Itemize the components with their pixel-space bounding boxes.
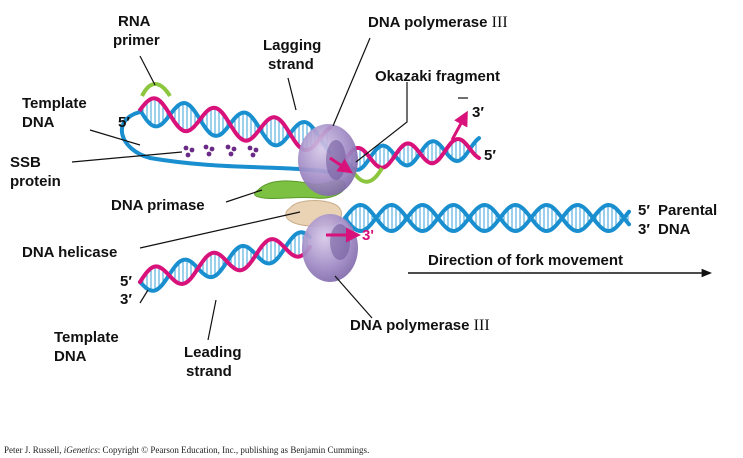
rna-primer-label: RNA primer	[113, 13, 160, 49]
bottom-left-3-end: 3′	[120, 291, 132, 308]
dna-primase-label: DNA primase	[111, 197, 205, 214]
ssb-proteins	[183, 144, 259, 158]
bottom-left-5-end: 5′	[120, 273, 132, 290]
rna-primer-segment	[140, 82, 172, 98]
parental-3-end: 3′	[638, 221, 650, 238]
okazaki-fragment-helix	[343, 136, 481, 172]
dna-helices	[138, 82, 631, 293]
dna-helicase-label: DNA helicase	[22, 244, 117, 261]
okazaki-fragment-label: Okazaki fragment	[375, 68, 500, 85]
okazaki-growth-arrow	[450, 110, 468, 141]
lagging-pol-arrow	[329, 156, 353, 174]
leading-strand-label: Leading strand	[184, 344, 246, 380]
dna-polymerase-top	[298, 124, 358, 196]
parental-dna-helix	[343, 202, 631, 234]
parental-5-end: 5′	[638, 202, 650, 219]
lagging-strand-helix	[138, 96, 332, 155]
okazaki-5-end: 5′	[484, 147, 496, 164]
parental-dna-label: Parental DNA	[658, 202, 721, 238]
template-dna-bottom-label: Template DNA	[54, 329, 123, 365]
leading-3-end: 3'	[362, 227, 374, 244]
template-dna-top-label: Template DNA	[22, 95, 91, 131]
lagging-strand-label: Lagging strand	[263, 37, 326, 73]
dna-polymerase-top-label: DNA polymerase III	[368, 14, 508, 31]
dna-polymerase-bottom	[302, 214, 358, 282]
leader-lines	[71, 37, 468, 341]
okazaki-3-end: 3′	[472, 104, 484, 121]
top-left-5-end: 5′	[118, 114, 130, 131]
template-strand-loop	[119, 110, 331, 174]
leading-strand-helix	[138, 230, 312, 293]
fork-direction-label: Direction of fork movement	[428, 252, 623, 269]
credit-line: Peter J. Russell, iGenetics: Copyright ©…	[4, 445, 369, 455]
ssb-protein-label: SSB protein	[10, 154, 61, 190]
dna-polymerase-bottom-label: DNA polymerase III	[350, 317, 490, 334]
